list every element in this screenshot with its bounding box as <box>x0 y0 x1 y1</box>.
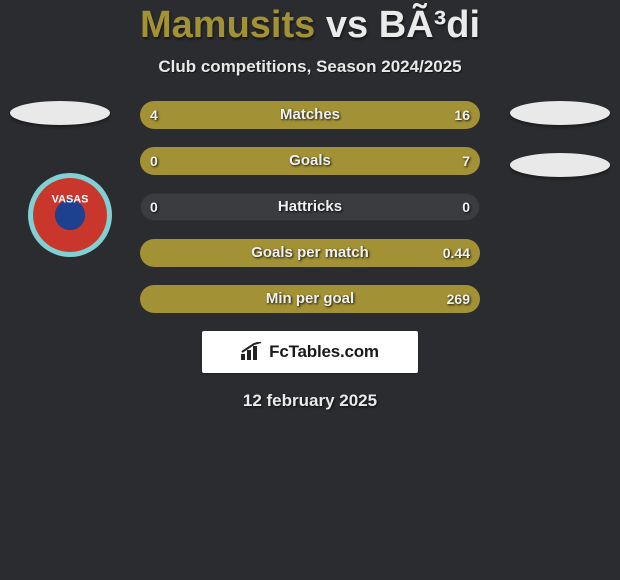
player1-pill-top <box>10 101 110 125</box>
stat-bar-right-fill <box>140 147 480 175</box>
club-badge: VASAS <box>28 173 112 257</box>
badge-text: VASAS <box>52 193 89 205</box>
stat-bar-left-value: 0 <box>150 193 158 221</box>
stat-bar-label: Hattricks <box>140 193 480 221</box>
vs-text: vs <box>326 4 368 46</box>
footer-brand-text: FcTables.com <box>269 342 379 362</box>
stat-bar: 269Min per goal <box>140 285 480 313</box>
comparison-block: VASAS 416Matches 07Goals 0 0Hattricks 0.44Go… <box>0 101 620 313</box>
comparison-title: Mamusits vs BÃ³di <box>0 0 620 47</box>
bars-icon <box>241 342 263 362</box>
stat-bar-right-fill <box>140 285 480 313</box>
player2-name: BÃ³di <box>379 4 480 46</box>
stat-bar: 0.44Goals per match <box>140 239 480 267</box>
snapshot-date: 12 february 2025 <box>0 391 620 411</box>
footer-brand: FcTables.com <box>202 331 418 373</box>
stat-bar-right-value: 0 <box>462 193 470 221</box>
player1-name: Mamusits <box>140 4 315 46</box>
stat-bar: 0 0Hattricks <box>140 193 480 221</box>
stat-bar: 07Goals <box>140 147 480 175</box>
stat-bar-right-fill <box>140 239 480 267</box>
subtitle: Club competitions, Season 2024/2025 <box>0 57 620 77</box>
player2-pill-bottom <box>510 153 610 177</box>
stat-bar: 416Matches <box>140 101 480 129</box>
stat-bar-right-fill <box>208 101 480 129</box>
club-badge-svg: VASAS <box>28 173 112 257</box>
stat-bars: 416Matches 07Goals 0 0Hattricks 0.44Goals pe… <box>140 101 480 313</box>
player2-pill-top <box>510 101 610 125</box>
stat-bar-left-fill <box>140 101 208 129</box>
